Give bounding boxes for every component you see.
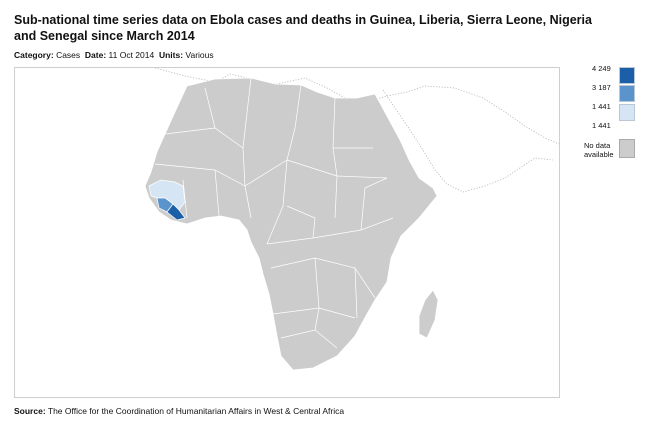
legend-no-data-swatch [619,139,635,158]
africa-landmass [144,77,438,371]
ebola-affected-countries [148,179,186,221]
date-value: 11 Oct 2014 [108,50,155,60]
no-data-line1: No data [584,141,611,150]
legend-no-data-label: No data available [584,141,614,159]
legend-label-2: 3 187 [592,83,611,92]
category-value: Cases [56,50,81,60]
africa-continent [144,77,439,371]
region-liberia [166,203,186,221]
map-legend: 4 249 3 187 1 441 1 441 No data availabl… [584,64,644,164]
africa-map [144,68,559,371]
legend-swatch-3 [619,104,635,121]
country-borders [154,77,394,349]
arabia-outline [382,89,554,193]
date-label: Date: [84,50,107,60]
category-label: Category: [14,50,54,60]
units-label: Units: [158,50,184,60]
source-text: The Office for the Coordination of Human… [47,406,345,416]
no-data-line2: available [584,150,614,159]
units-value: Various [185,50,214,60]
legend-label-3: 1 441 [592,102,611,111]
legend-label-min: 1 441 [592,121,611,130]
legend-swatch-2 [619,85,635,102]
map-area[interactable] [14,67,560,398]
legend-swatch-1 [619,67,635,84]
middle-east-outline [386,85,559,145]
source-label: Source: [14,406,46,416]
map-title: Sub-national time series data on Ebola c… [14,13,592,43]
madagascar [418,289,439,339]
legend-label-1: 4 249 [592,64,611,73]
map-metadata: Category: Cases Date: 11 Oct 2014 Units:… [14,50,214,60]
source-note: Source: The Office for the Coordination … [14,406,344,416]
